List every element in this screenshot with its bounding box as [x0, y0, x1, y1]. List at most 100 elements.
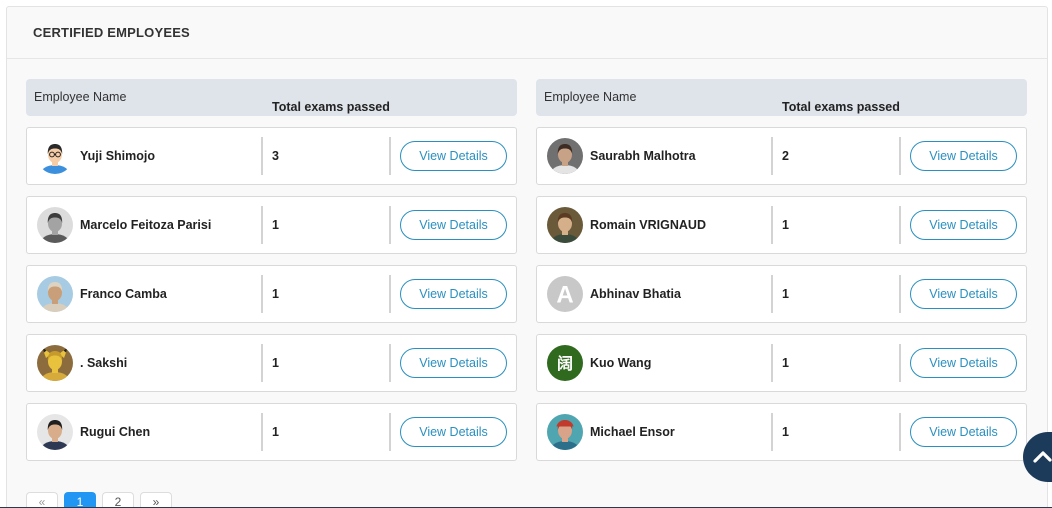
view-details-button[interactable]: View Details: [400, 141, 507, 171]
exams-passed-count: 2: [782, 149, 789, 163]
column-header-employee-name: Employee Name: [544, 90, 637, 104]
view-details-button[interactable]: View Details: [910, 141, 1017, 171]
table-row: . Sakshi 1 View Details: [26, 334, 517, 392]
pagination-next[interactable]: »: [140, 492, 172, 508]
employee-name: Michael Ensor: [590, 425, 675, 439]
employee-name: Franco Camba: [80, 287, 167, 301]
exams-passed-count: 1: [272, 356, 279, 370]
person-photo-icon: [37, 207, 73, 243]
avatar: [547, 414, 583, 450]
avatar: [547, 207, 583, 243]
column-divider: [261, 137, 263, 175]
column-divider: [899, 206, 901, 244]
exams-passed-count: 1: [272, 425, 279, 439]
column-divider: [771, 275, 773, 313]
table-row: 阔 Kuo Wang 1 View Details: [536, 334, 1027, 392]
pagination-prev[interactable]: «: [26, 492, 58, 508]
column-divider: [261, 275, 263, 313]
column-header-total-exams: Total exams passed: [782, 100, 900, 114]
panel-title: CERTIFIED EMPLOYEES: [33, 25, 190, 40]
pagination-page-2[interactable]: 2: [102, 492, 134, 508]
exams-passed-count: 3: [272, 149, 279, 163]
table-row: Michael Ensor 1 View Details: [536, 403, 1027, 461]
column-divider: [899, 137, 901, 175]
avatar: A: [547, 276, 583, 312]
scroll-to-top-button[interactable]: [1023, 432, 1052, 482]
person-photo-icon: [37, 276, 73, 312]
employee-name: Rugui Chen: [80, 425, 151, 439]
employees-table-right: Employee Name Total exams passed Saurabh…: [536, 79, 1027, 461]
employee-name: Yuji Shimojo: [80, 149, 156, 163]
column-divider: [389, 413, 391, 451]
column-divider: [771, 413, 773, 451]
employee-name: Saurabh Malhotra: [590, 149, 696, 163]
table-row: Rugui Chen 1 View Details: [26, 403, 517, 461]
exams-passed-count: 1: [782, 287, 789, 301]
table-row: Saurabh Malhotra 2 View Details: [536, 127, 1027, 185]
view-details-button[interactable]: View Details: [910, 210, 1017, 240]
avatar: [37, 207, 73, 243]
column-divider: [771, 206, 773, 244]
employee-name: Abhinav Bhatia: [590, 287, 681, 301]
avatar: 阔: [547, 345, 583, 381]
column-divider: [389, 275, 391, 313]
table-body: Yuji Shimojo 3 View Details Marcelo Feit…: [26, 127, 517, 461]
employee-name: . Sakshi: [80, 356, 128, 370]
avatar: [37, 414, 73, 450]
view-details-button[interactable]: View Details: [400, 279, 507, 309]
person-photo-icon: [547, 207, 583, 243]
letter-avatar-icon: A: [547, 276, 583, 312]
column-divider: [899, 344, 901, 382]
pagination: « 1 2 »: [26, 492, 172, 508]
exams-passed-count: 1: [782, 356, 789, 370]
column-header-employee-name: Employee Name: [34, 90, 127, 104]
column-divider: [389, 206, 391, 244]
column-divider: [771, 137, 773, 175]
column-divider: [261, 206, 263, 244]
exams-passed-count: 1: [272, 287, 279, 301]
column-header-total-exams: Total exams passed: [272, 100, 390, 114]
table-row: Yuji Shimojo 3 View Details: [26, 127, 517, 185]
exams-passed-count: 1: [272, 218, 279, 232]
certified-employees-panel: CERTIFIED EMPLOYEES Employee Name Total …: [6, 6, 1048, 508]
column-divider: [771, 344, 773, 382]
avatar: [37, 276, 73, 312]
view-details-button[interactable]: View Details: [400, 348, 507, 378]
view-details-button[interactable]: View Details: [400, 417, 507, 447]
pagination-page-1[interactable]: 1: [64, 492, 96, 508]
view-details-button[interactable]: View Details: [910, 417, 1017, 447]
column-divider: [389, 137, 391, 175]
table-row: Franco Camba 1 View Details: [26, 265, 517, 323]
avatar-letter: 阔: [557, 354, 573, 373]
chevron-up-icon: [1033, 451, 1052, 463]
employee-name: Kuo Wang: [590, 356, 652, 370]
avatar: [547, 138, 583, 174]
table-row: Romain VRIGNAUD 1 View Details: [536, 196, 1027, 254]
pikachu-avatar-icon: [37, 345, 73, 381]
table-row: Marcelo Feitoza Parisi 1 View Details: [26, 196, 517, 254]
view-details-button[interactable]: View Details: [400, 210, 507, 240]
table-body: Saurabh Malhotra 2 View Details Romain V…: [536, 127, 1027, 461]
view-details-button[interactable]: View Details: [910, 279, 1017, 309]
column-divider: [261, 344, 263, 382]
avatar-letter: A: [556, 282, 573, 309]
panel-header: CERTIFIED EMPLOYEES: [7, 7, 1047, 59]
table-row: A Abhinav Bhatia 1 View Details: [536, 265, 1027, 323]
person-photo-icon: [547, 414, 583, 450]
employees-table-left: Employee Name Total exams passed Yuji Sh…: [26, 79, 517, 461]
table-header: Employee Name Total exams passed: [536, 79, 1027, 116]
letter-avatar-icon: 阔: [547, 345, 583, 381]
exams-passed-count: 1: [782, 218, 789, 232]
avatar: [37, 345, 73, 381]
table-header: Employee Name Total exams passed: [26, 79, 517, 116]
exams-passed-count: 1: [782, 425, 789, 439]
column-divider: [899, 275, 901, 313]
column-divider: [899, 413, 901, 451]
employee-name: Marcelo Feitoza Parisi: [80, 218, 212, 232]
cartoon-avatar-icon: [37, 138, 73, 174]
column-divider: [389, 344, 391, 382]
avatar: [37, 138, 73, 174]
view-details-button[interactable]: View Details: [910, 348, 1017, 378]
person-photo-icon: [547, 138, 583, 174]
